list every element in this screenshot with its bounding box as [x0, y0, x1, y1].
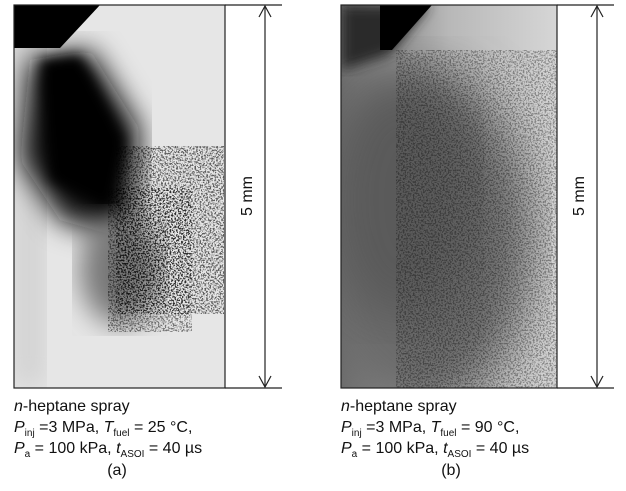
- caption-line: Pinj =3 MPa, Tfuel = 90 °C,: [341, 419, 519, 439]
- caption-text: n: [14, 398, 23, 415]
- subscript: a: [352, 449, 358, 460]
- scale-bar-a: [225, 4, 282, 389]
- caption-line: Pinj =3 MPa, Tfuel = 25 °C,: [14, 419, 192, 439]
- caption-text: =3 MPa,: [362, 419, 431, 436]
- subscript: ASOI: [448, 449, 472, 460]
- caption-text: P: [341, 419, 352, 436]
- subscript: fuel: [440, 428, 456, 439]
- panel-label: (a): [107, 462, 127, 479]
- caption-line: Pa = 100 kPa, tASOI = 40 µs: [14, 440, 202, 460]
- caption-text: P: [14, 440, 25, 457]
- subscript: a: [25, 449, 31, 460]
- subscript: inj: [352, 428, 362, 439]
- caption-text: = 25 °C,: [130, 419, 193, 436]
- caption-text: T: [104, 419, 115, 436]
- caption-text: P: [14, 419, 25, 436]
- caption-text: -heptane spray: [23, 398, 130, 415]
- spray-image-a: [14, 5, 225, 388]
- caption-text: t: [116, 440, 121, 457]
- caption-text: = 40 µs: [471, 440, 529, 457]
- subscript: fuel: [113, 428, 129, 439]
- caption-line: n-heptane spray: [341, 398, 457, 415]
- caption-text: = 100 kPa,: [357, 440, 443, 457]
- image-frame: [340, 4, 558, 389]
- caption-line: Pa = 100 kPa, tASOI = 40 µs: [341, 440, 529, 460]
- subscript: inj: [25, 428, 35, 439]
- panel-label: (b): [441, 462, 461, 479]
- spray-image-b: [341, 5, 557, 388]
- caption-text: =3 MPa,: [35, 419, 104, 436]
- caption-text: = 40 µs: [144, 440, 202, 457]
- caption-text: T: [431, 419, 442, 436]
- scale-label: 5 mm: [239, 176, 256, 216]
- image-frame: [13, 4, 226, 389]
- caption-line: n-heptane spray: [14, 398, 130, 415]
- scale-bar-b: [557, 4, 614, 389]
- caption-text: P: [341, 440, 352, 457]
- caption-text: t: [443, 440, 448, 457]
- scale-label: 5 mm: [571, 176, 588, 216]
- caption-text: -heptane spray: [350, 398, 457, 415]
- caption-text: n: [341, 398, 350, 415]
- caption-text: = 100 kPa,: [30, 440, 116, 457]
- caption-text: = 90 °C,: [457, 419, 520, 436]
- subscript: ASOI: [121, 449, 145, 460]
